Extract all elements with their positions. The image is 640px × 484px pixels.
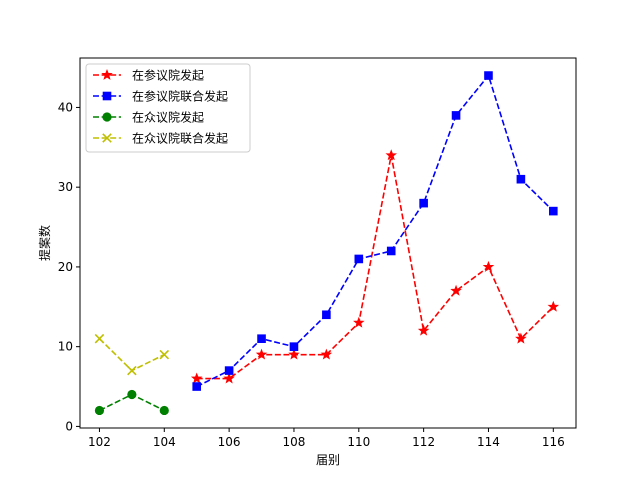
data-point [417, 324, 430, 336]
legend-marker [101, 68, 113, 80]
data-point [354, 254, 364, 264]
data-point [224, 366, 234, 375]
data-point [419, 198, 428, 208]
legend-label: 在众议院联合发起 [132, 131, 228, 146]
data-point [385, 149, 397, 161]
legend-entry: 在众议院联合发起 [93, 131, 228, 146]
legend-marker [102, 91, 112, 101]
data-point [549, 206, 558, 216]
x-tick-label: 112 [412, 435, 435, 449]
data-point [482, 260, 495, 272]
series-3 [94, 389, 169, 416]
data-point [451, 111, 461, 120]
series-line [196, 73, 554, 388]
legend-label: 在众议院发起 [132, 110, 204, 125]
plot-frame [79, 57, 577, 429]
series-1 [190, 149, 560, 384]
data-point [320, 348, 333, 360]
series-line [196, 155, 554, 380]
data-point [190, 372, 203, 384]
y-tick-label: 20 [58, 260, 73, 274]
x-tick-label: 102 [88, 435, 111, 449]
data-point [386, 246, 396, 256]
data-point [547, 300, 560, 312]
x-tick-label: 110 [347, 435, 370, 449]
legend-label: 在参议院联合发起 [132, 89, 228, 104]
y-tick-label: 0 [65, 419, 73, 433]
legend-label: 在参议院发起 [132, 68, 204, 83]
series-2 [192, 71, 558, 391]
data-point [223, 372, 235, 384]
legend-box [85, 63, 251, 153]
y-tick-label: 40 [58, 100, 73, 114]
y-axis-label: 提案数 [37, 225, 52, 261]
legend-entry: 在参议院联合发起 [93, 89, 228, 104]
data-point [127, 389, 137, 400]
x-tick-label: 104 [153, 435, 176, 449]
data-point [353, 316, 365, 328]
data-point [159, 405, 169, 416]
data-point [516, 174, 526, 184]
data-point [450, 284, 462, 296]
legend-entry: 在参议院发起 [93, 68, 204, 83]
data-point [127, 365, 137, 376]
data-point [322, 310, 331, 320]
data-point [94, 333, 105, 344]
x-tick-label: 116 [542, 435, 565, 449]
data-point [289, 342, 299, 351]
legend-entry: 在众议院发起 [93, 110, 204, 125]
x-axis-label: 届别 [316, 453, 340, 467]
series-line [98, 338, 165, 372]
data-point [257, 334, 266, 343]
data-point [515, 332, 527, 344]
data-point [484, 71, 493, 80]
data-point [288, 348, 300, 360]
x-tick-label: 114 [477, 435, 500, 449]
y-tick-label: 10 [58, 340, 73, 354]
legend-marker [102, 133, 112, 143]
data-point [94, 405, 105, 416]
x-tick-label: 106 [218, 435, 241, 449]
data-point [192, 382, 202, 391]
x-tick-label: 108 [283, 435, 306, 449]
axis-ticks: 102 104 106 108 110 112 114 116 0 10 20 30 40 [58, 100, 565, 449]
data-point [255, 348, 268, 360]
series-layer [94, 71, 560, 416]
legend-marker [102, 112, 112, 122]
data-point [159, 349, 170, 360]
series-4 [94, 333, 170, 376]
y-tick-label: 30 [58, 180, 73, 194]
